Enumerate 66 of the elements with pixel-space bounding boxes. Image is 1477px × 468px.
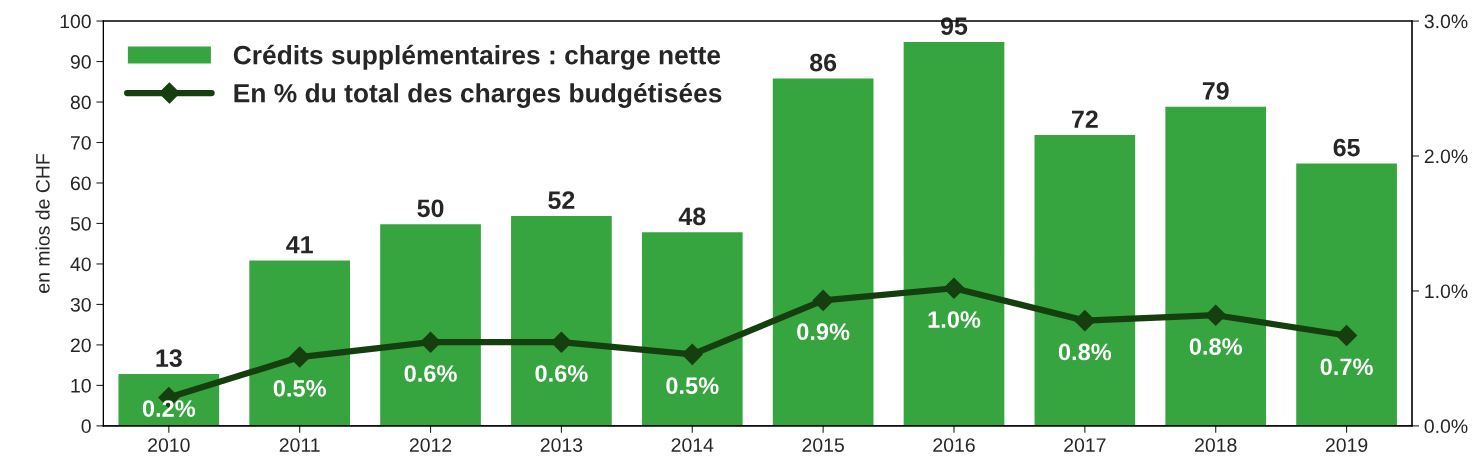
bar — [509, 214, 614, 426]
data-label: 95 — [940, 17, 968, 35]
bar — [247, 259, 352, 426]
point — [289, 346, 311, 368]
data-label: 13 — [156, 349, 182, 367]
data-label: 79 — [1202, 82, 1229, 100]
data-label: 0.8% — [1058, 343, 1112, 361]
data-label: 65 — [1333, 138, 1360, 157]
bar — [640, 230, 745, 426]
data-label: 0.6% — [535, 365, 588, 382]
x-tick-label: 2016 — [933, 438, 975, 452]
x-tick-label: 2019 — [1325, 438, 1368, 452]
data-label: 0.8% — [1189, 338, 1243, 355]
data-label: 0.5% — [666, 377, 719, 395]
x-tick-label: 2017 — [1064, 438, 1106, 452]
point — [1074, 310, 1096, 332]
y2-tick-label: 1.0% — [1425, 284, 1468, 299]
point — [1336, 324, 1358, 346]
y-tick-label: 70 — [70, 135, 91, 150]
data-label: 0.5% — [273, 380, 326, 397]
bar — [902, 40, 1006, 426]
x-tick-label: 2018 — [1195, 438, 1237, 452]
y-axis-title: en mios de CHF — [35, 154, 50, 293]
x-tick-label: 2013 — [540, 438, 583, 452]
y2-tick-label: 3.0% — [1424, 14, 1468, 29]
data-label: 48 — [678, 207, 706, 226]
point — [550, 331, 572, 353]
bar — [1163, 105, 1268, 426]
y-tick-label: 10 — [71, 378, 91, 393]
data-label: 0.9% — [797, 323, 850, 341]
y-tick-label: 40 — [70, 257, 91, 272]
data-label: 1.0% — [928, 311, 981, 328]
point — [812, 289, 834, 311]
legend-label: En % du total des charges budgétisées — [234, 82, 722, 108]
data-label: 52 — [548, 191, 575, 210]
x-tick-label: 2010 — [148, 438, 190, 452]
data-label: 0.2% — [142, 400, 196, 417]
y-tick-label: 80 — [70, 95, 91, 110]
y-tick-label: 90 — [70, 55, 91, 69]
point — [681, 343, 703, 365]
data-label: 72 — [1072, 110, 1098, 128]
data-label: 86 — [810, 53, 837, 72]
x-tick-label: 2014 — [671, 438, 714, 452]
bar — [378, 222, 483, 426]
y-tick-label: 50 — [70, 216, 91, 231]
y-tick-label: 20 — [70, 338, 91, 353]
data-label: 41 — [286, 236, 313, 254]
y-tick-label: 100 — [60, 14, 91, 29]
y-tick-label: 60 — [70, 176, 91, 191]
bar — [771, 77, 875, 426]
data-label: 50 — [417, 199, 444, 218]
legend-label: Crédits supplémentaires : charge nette — [233, 44, 721, 70]
bar — [1294, 162, 1399, 426]
x-tick-label: 2011 — [279, 438, 320, 452]
point — [943, 277, 965, 299]
bar — [1033, 133, 1137, 426]
y-tick-label: 30 — [70, 297, 91, 312]
data-label: 0.7% — [1320, 358, 1373, 376]
y2-tick-label: 0.0% — [1424, 419, 1468, 434]
x-tick-label: 2015 — [802, 438, 844, 452]
point — [420, 331, 442, 353]
data-label: 0.6% — [404, 365, 457, 382]
point — [1205, 304, 1227, 326]
x-tick-label: 2012 — [409, 438, 452, 452]
y2-tick-label: 2.0% — [1424, 149, 1468, 164]
y-tick-label: 0 — [81, 419, 91, 434]
